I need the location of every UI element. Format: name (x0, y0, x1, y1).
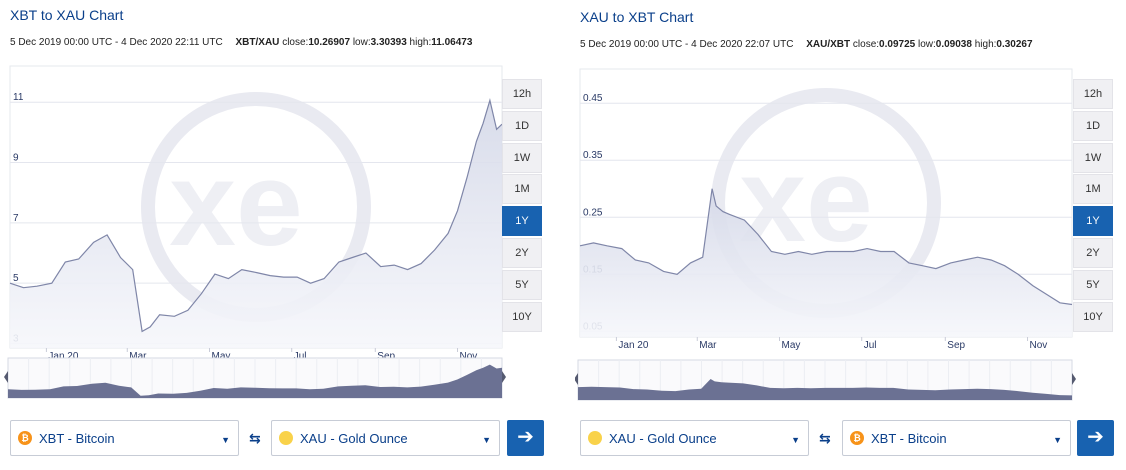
gold-coin-icon (279, 431, 293, 445)
y-tick-label: 7 (13, 213, 19, 224)
high-label: high: (409, 37, 432, 48)
navigator-handle-right-icon (1072, 373, 1076, 385)
range-2y-button[interactable]: 2Y (1073, 237, 1113, 268)
from-currency-label: XAU - Gold Ounce (609, 431, 717, 446)
pair-label: XAU/XBT (806, 39, 851, 50)
series-line (579, 188, 1073, 306)
to-currency-select[interactable]: ₿ XBT - Bitcoin ▼ (842, 420, 1071, 456)
caret-down-icon: ▼ (482, 435, 491, 445)
x-tick-label: Sep (377, 351, 395, 362)
range-1d-button[interactable]: 1D (1073, 110, 1113, 141)
range-5y-button[interactable]: 5Y (502, 269, 542, 300)
pair-label: XBT/XAU (235, 37, 280, 48)
xe-watermark-icon: xe (169, 137, 302, 271)
x-tick-label: Jul (294, 351, 307, 362)
swap-arrows-icon[interactable]: ⇆ (249, 430, 261, 446)
from-currency-select[interactable]: XAU - Gold Ounce ▼ (580, 420, 809, 456)
bitcoin-coin-icon: ₿ (850, 431, 864, 445)
x-tick-label: Mar (699, 340, 717, 351)
x-tick-label: Nov (1030, 340, 1048, 351)
high-label: high: (974, 39, 997, 50)
close-value: 0.09725 (879, 39, 916, 50)
convert-go-button[interactable]: ➔ (507, 420, 544, 456)
arrow-right-icon: ➔ (1087, 426, 1104, 448)
chart-title: XAU to XBT Chart (580, 9, 694, 25)
caret-down-icon: ▼ (791, 435, 800, 445)
y-tick-label: 9 (13, 153, 19, 164)
x-tick-label: Jan 20 (618, 340, 648, 351)
gold-coin-icon (588, 431, 602, 445)
x-tick-label: Mar (129, 351, 147, 362)
range-buttons: 12h 1D 1W 1M 1Y 2Y 5Y 10Y (1073, 79, 1113, 333)
x-tick-label: Jan 20 (48, 351, 78, 362)
x-tick-label: Nov (460, 351, 478, 362)
to-currency-label: XAU - Gold Ounce (300, 431, 408, 446)
date-range: 5 Dec 2019 00:00 UTC - 4 Dec 2020 22:11 … (10, 37, 223, 48)
bitcoin-coin-icon: ₿ (18, 431, 32, 445)
range-2y-button[interactable]: 2Y (502, 237, 542, 268)
y-tick-label: 5 (13, 273, 19, 284)
y-tick-label: 0.45 (583, 93, 603, 104)
from-currency-select[interactable]: ₿ XBT - Bitcoin ▼ (10, 420, 239, 456)
range-1m-button[interactable]: 1M (502, 174, 542, 205)
range-12h-button[interactable]: 12h (1073, 79, 1113, 109)
chart-summary: 5 Dec 2019 00:00 UTC - 4 Dec 2020 22:11 … (10, 37, 472, 48)
low-value: 3.30393 (370, 37, 407, 48)
arrow-right-icon: ➔ (517, 426, 534, 448)
range-12h-button[interactable]: 12h (502, 79, 542, 109)
close-value: 10.26907 (308, 37, 351, 48)
x-tick-label: May (781, 340, 800, 351)
caret-down-icon: ▼ (221, 435, 230, 445)
range-1w-button[interactable]: 1W (502, 142, 542, 173)
low-value: 0.09038 (935, 39, 972, 50)
close-label: close: (282, 37, 309, 48)
range-1d-button[interactable]: 1D (502, 110, 542, 141)
navigator-series (578, 379, 1072, 400)
chart-summary: 5 Dec 2019 00:00 UTC - 4 Dec 2020 22:07 … (580, 39, 1033, 50)
navigator-handle-right-icon (502, 371, 506, 383)
range-5y-button[interactable]: 5Y (1073, 269, 1113, 300)
x-tick-label: May (211, 351, 230, 362)
range-1m-button[interactable]: 1M (1073, 174, 1113, 205)
series-line (9, 98, 503, 333)
xau-to-xbt-panel: XAU to XBT Chart 5 Dec 2019 00:00 UTC - … (575, 0, 1120, 470)
range-10y-button[interactable]: 10Y (502, 301, 542, 332)
navigator-series (8, 364, 502, 398)
range-1y-button[interactable]: 1Y (502, 206, 542, 237)
x-tick-label: Sep (947, 340, 965, 351)
navigator-handle-left-icon (575, 373, 578, 385)
high-value: 11.06473 (431, 37, 473, 48)
xbt-to-xau-panel: XBT to XAU Chart 5 Dec 2019 00:00 UTC - … (0, 0, 545, 470)
close-label: close: (852, 39, 880, 50)
low-label: low: (352, 37, 371, 48)
chart-title: XBT to XAU Chart (10, 7, 124, 23)
series-area (10, 100, 502, 349)
swap-arrows-icon[interactable]: ⇆ (819, 430, 831, 446)
to-currency-label: XBT - Bitcoin (871, 431, 947, 446)
to-currency-select[interactable]: XAU - Gold Ounce ▼ (271, 420, 500, 456)
convert-go-button[interactable]: ➔ (1077, 420, 1114, 456)
date-range: 5 Dec 2019 00:00 UTC - 4 Dec 2020 22:07 … (580, 39, 794, 50)
y-tick-label: 0.25 (583, 207, 603, 218)
range-buttons: 12h 1D 1W 1M 1Y 2Y 5Y 10Y (502, 79, 542, 333)
range-1y-button[interactable]: 1Y (1073, 206, 1113, 237)
navigator-handle-left-icon (4, 371, 8, 383)
y-tick-label: 11 (13, 92, 24, 103)
range-10y-button[interactable]: 10Y (1073, 301, 1113, 332)
low-label: low: (917, 39, 936, 50)
x-tick-label: Jul (864, 340, 877, 351)
high-value: 0.30267 (996, 39, 1033, 50)
y-tick-label: 0.35 (583, 150, 603, 161)
from-currency-label: XBT - Bitcoin (39, 431, 115, 446)
series-area (580, 188, 1072, 337)
range-1w-button[interactable]: 1W (1073, 142, 1113, 173)
caret-down-icon: ▼ (1053, 435, 1062, 445)
